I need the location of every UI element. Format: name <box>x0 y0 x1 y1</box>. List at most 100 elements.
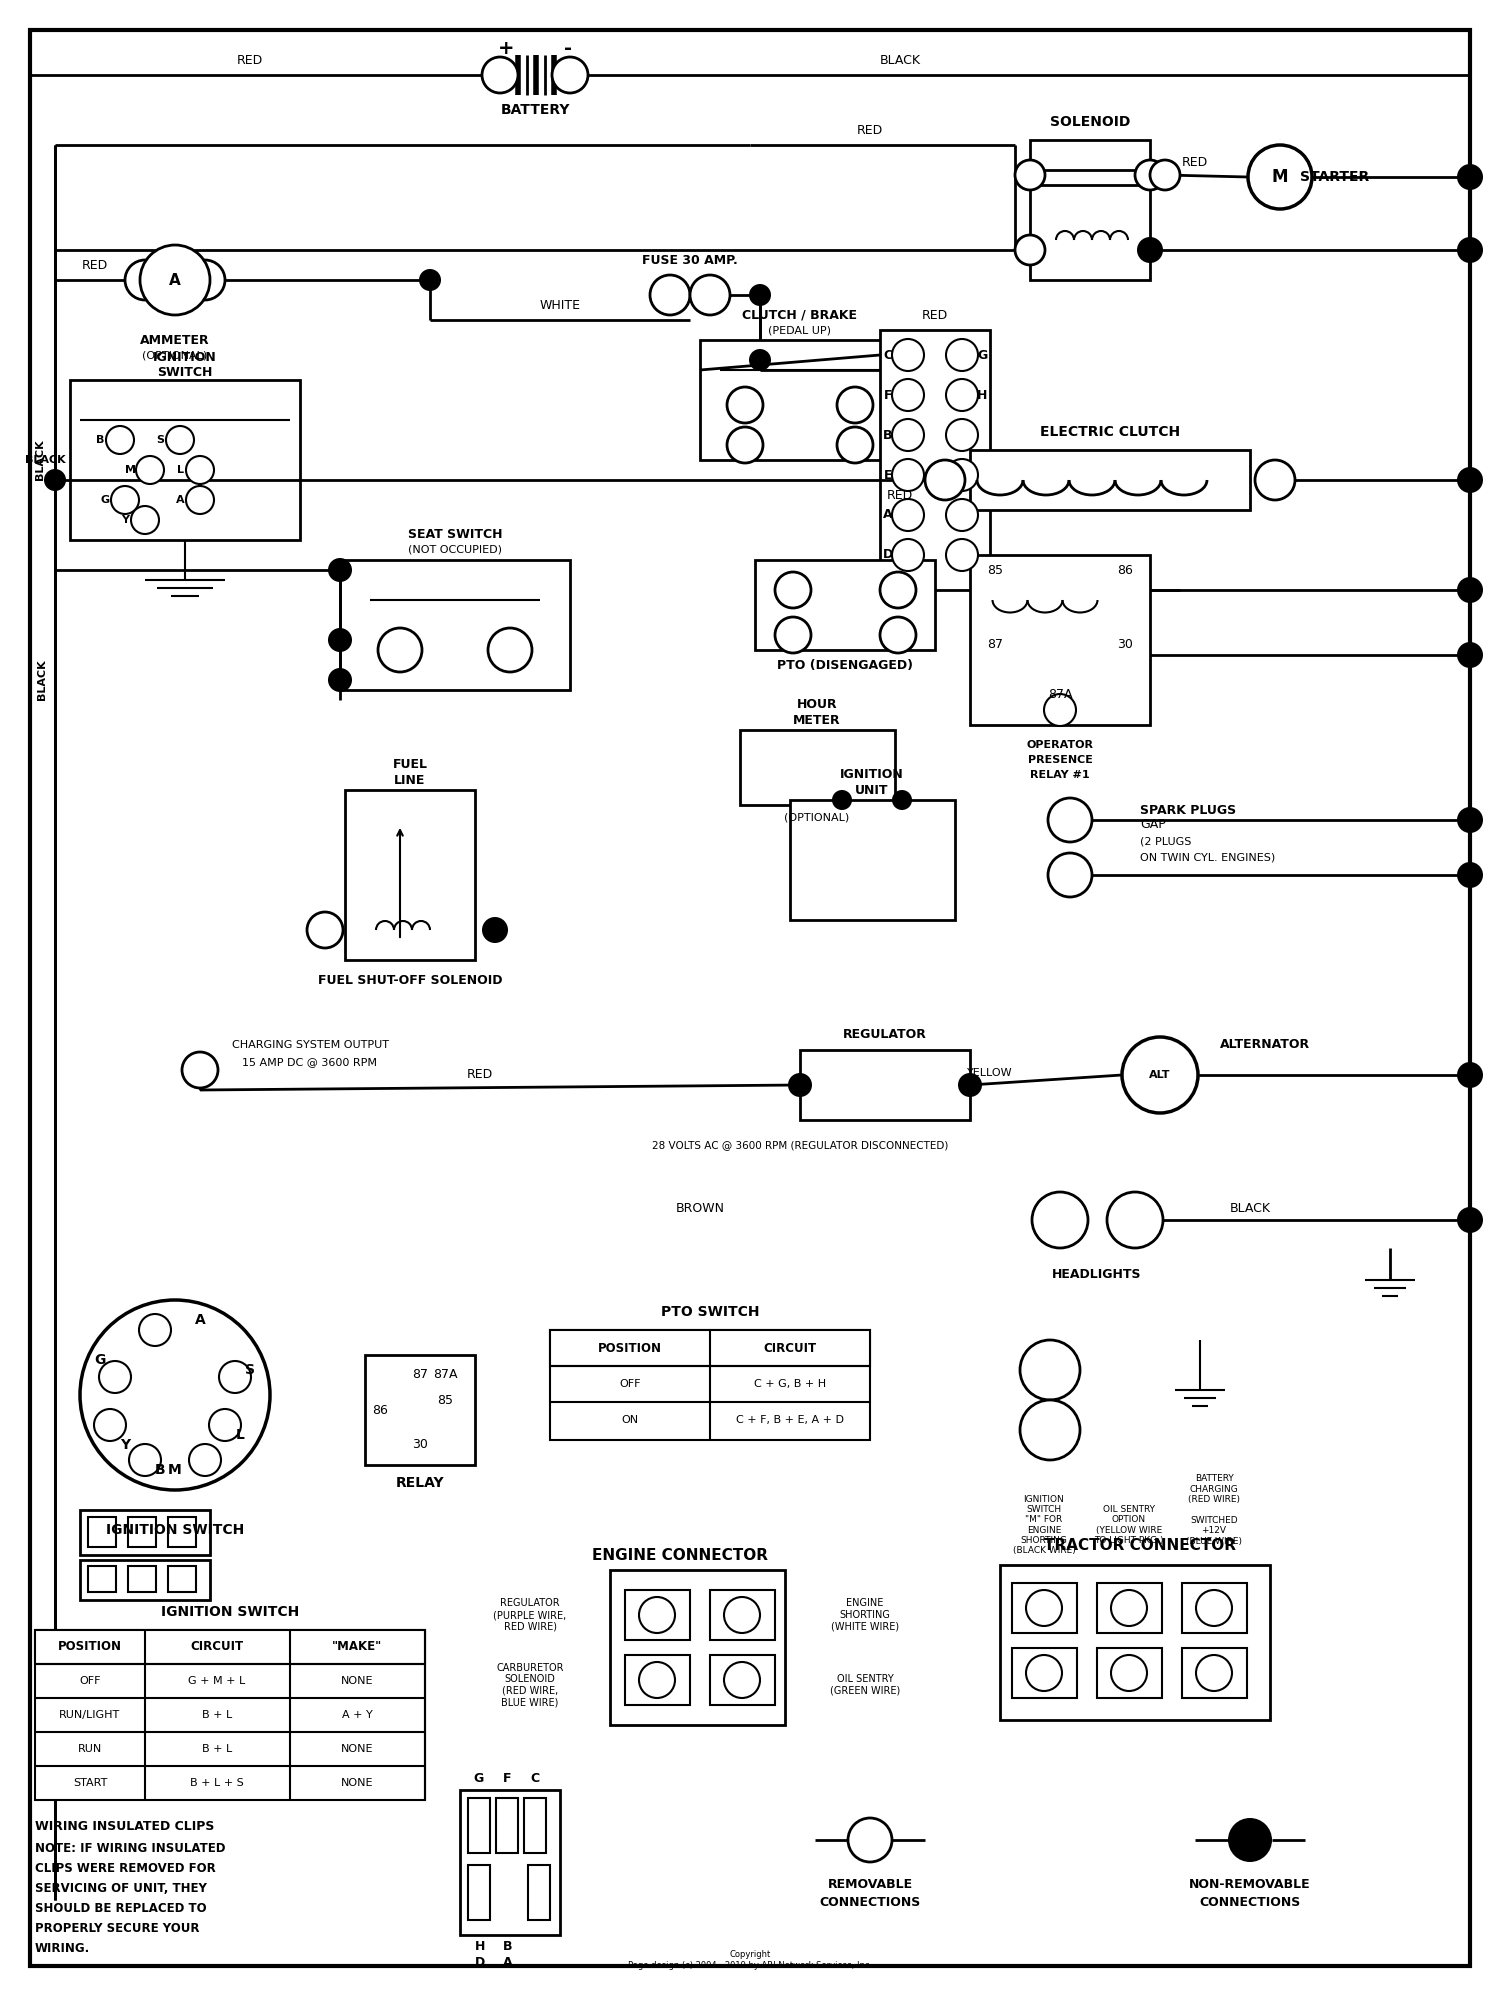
Text: CARBURETOR
SOLENOID
(RED WIRE,
BLUE WIRE): CARBURETOR SOLENOID (RED WIRE, BLUE WIRE… <box>496 1663 564 1707</box>
Circle shape <box>1112 1655 1148 1691</box>
Text: OFF: OFF <box>80 1677 100 1687</box>
Bar <box>626 1655 690 1705</box>
Bar <box>626 1591 690 1641</box>
Circle shape <box>946 459 978 491</box>
Circle shape <box>1016 236 1046 265</box>
Text: PROPERLY SECURE YOUR: PROPERLY SECURE YOUR <box>34 1922 200 1934</box>
Bar <box>88 1517 116 1547</box>
Bar <box>710 1655 776 1705</box>
Circle shape <box>690 275 730 315</box>
Text: S: S <box>156 435 164 445</box>
Circle shape <box>1048 798 1092 842</box>
Circle shape <box>892 459 924 491</box>
Circle shape <box>1020 1399 1080 1459</box>
Bar <box>970 449 1250 511</box>
Text: NON-REMOVABLE: NON-REMOVABLE <box>1190 1878 1311 1892</box>
Text: 87A: 87A <box>1047 689 1072 701</box>
Circle shape <box>724 1597 760 1633</box>
Circle shape <box>166 425 194 453</box>
Circle shape <box>136 455 164 483</box>
Text: G: G <box>976 349 987 361</box>
Bar <box>610 1571 785 1725</box>
Circle shape <box>958 1074 982 1098</box>
Circle shape <box>184 259 225 299</box>
Text: IGNITION
SWITCH
"M" FOR
ENGINE
SHORTING
(BLACK WIRE): IGNITION SWITCH "M" FOR ENGINE SHORTING … <box>1013 1495 1076 1555</box>
Text: G + M + L: G + M + L <box>189 1677 246 1687</box>
Text: L: L <box>236 1427 244 1441</box>
Text: C: C <box>531 1772 540 1784</box>
Circle shape <box>724 1663 760 1699</box>
Text: 87A: 87A <box>432 1369 457 1381</box>
Circle shape <box>788 1074 812 1098</box>
Text: WIRING.: WIRING. <box>34 1942 90 1954</box>
Circle shape <box>1026 1591 1062 1627</box>
Text: ALT: ALT <box>1149 1070 1170 1080</box>
Text: STARTER: STARTER <box>1300 170 1370 184</box>
Text: ON TWIN CYL. ENGINES): ON TWIN CYL. ENGINES) <box>1140 852 1275 862</box>
Circle shape <box>1456 467 1484 493</box>
Text: BATTERY: BATTERY <box>500 104 570 118</box>
Text: SEAT SWITCH: SEAT SWITCH <box>408 529 503 541</box>
Circle shape <box>552 58 588 94</box>
Bar <box>345 790 476 960</box>
Text: IGNITION
SWITCH: IGNITION SWITCH <box>153 351 218 379</box>
Circle shape <box>892 499 924 531</box>
Circle shape <box>1196 1591 1231 1627</box>
Text: FUEL: FUEL <box>393 758 427 772</box>
Bar <box>550 1329 870 1439</box>
Text: IGNITION: IGNITION <box>840 768 904 782</box>
Circle shape <box>748 283 771 305</box>
Text: A: A <box>503 1956 513 1970</box>
Text: BROWN: BROWN <box>675 1202 724 1214</box>
Text: LINE: LINE <box>394 774 426 786</box>
Circle shape <box>650 275 690 315</box>
Circle shape <box>880 573 916 609</box>
Text: WIRING INSULATED CLIPS: WIRING INSULATED CLIPS <box>34 1820 214 1832</box>
Circle shape <box>182 1052 218 1088</box>
Circle shape <box>1122 1038 1198 1114</box>
Circle shape <box>776 573 812 609</box>
Text: B + L: B + L <box>202 1711 232 1721</box>
Circle shape <box>80 1299 270 1489</box>
Circle shape <box>946 419 978 451</box>
Text: Copyright
Page design (c) 2004 - 2019 by ARI Network Services, Inc.: Copyright Page design (c) 2004 - 2019 by… <box>628 1950 872 1970</box>
Circle shape <box>1456 862 1484 888</box>
Text: (PEDAL UP): (PEDAL UP) <box>768 325 831 335</box>
Text: RED: RED <box>922 309 948 321</box>
Text: 28 VOLTS AC @ 3600 RPM (REGULATOR DISCONNECTED): 28 VOLTS AC @ 3600 RPM (REGULATOR DISCON… <box>652 1140 948 1150</box>
Bar <box>364 1355 476 1465</box>
Text: ELECTRIC CLUTCH: ELECTRIC CLUTCH <box>1040 425 1180 439</box>
Circle shape <box>1107 1192 1162 1248</box>
Text: C + F, B + E, A + D: C + F, B + E, A + D <box>736 1415 844 1425</box>
Circle shape <box>94 1409 126 1441</box>
Text: SERVICING OF UNIT, THEY: SERVICING OF UNIT, THEY <box>34 1882 207 1894</box>
Circle shape <box>1026 1655 1062 1691</box>
Text: A: A <box>195 1313 206 1327</box>
Text: D: D <box>884 549 892 561</box>
Text: OIL SENTRY
(GREEN WIRE): OIL SENTRY (GREEN WIRE) <box>830 1675 900 1697</box>
Text: RED: RED <box>466 1068 494 1082</box>
Bar <box>1096 1583 1162 1633</box>
Text: TRACTOR CONNECTOR: TRACTOR CONNECTOR <box>1044 1537 1236 1553</box>
Text: PTO (DISENGAGED): PTO (DISENGAGED) <box>777 659 914 671</box>
Circle shape <box>748 349 771 371</box>
Bar <box>800 1050 970 1120</box>
Text: ENGINE
SHORTING
(WHITE WIRE): ENGINE SHORTING (WHITE WIRE) <box>831 1599 898 1631</box>
Text: A: A <box>884 509 892 521</box>
Circle shape <box>1248 146 1312 210</box>
Text: 87: 87 <box>987 639 1004 651</box>
Text: H: H <box>476 1940 484 1954</box>
Text: NONE: NONE <box>340 1677 374 1687</box>
Circle shape <box>776 617 812 653</box>
Circle shape <box>140 1313 171 1345</box>
Circle shape <box>946 539 978 571</box>
Circle shape <box>1456 577 1484 603</box>
Bar <box>34 1631 424 1800</box>
Circle shape <box>892 790 912 810</box>
Circle shape <box>189 1443 220 1475</box>
Text: METER: METER <box>794 713 842 727</box>
Text: SOLENOID: SOLENOID <box>1050 116 1130 130</box>
Text: BLACK: BLACK <box>1230 1202 1270 1214</box>
Circle shape <box>186 485 214 515</box>
Text: (2 PLUGS: (2 PLUGS <box>1140 836 1191 846</box>
